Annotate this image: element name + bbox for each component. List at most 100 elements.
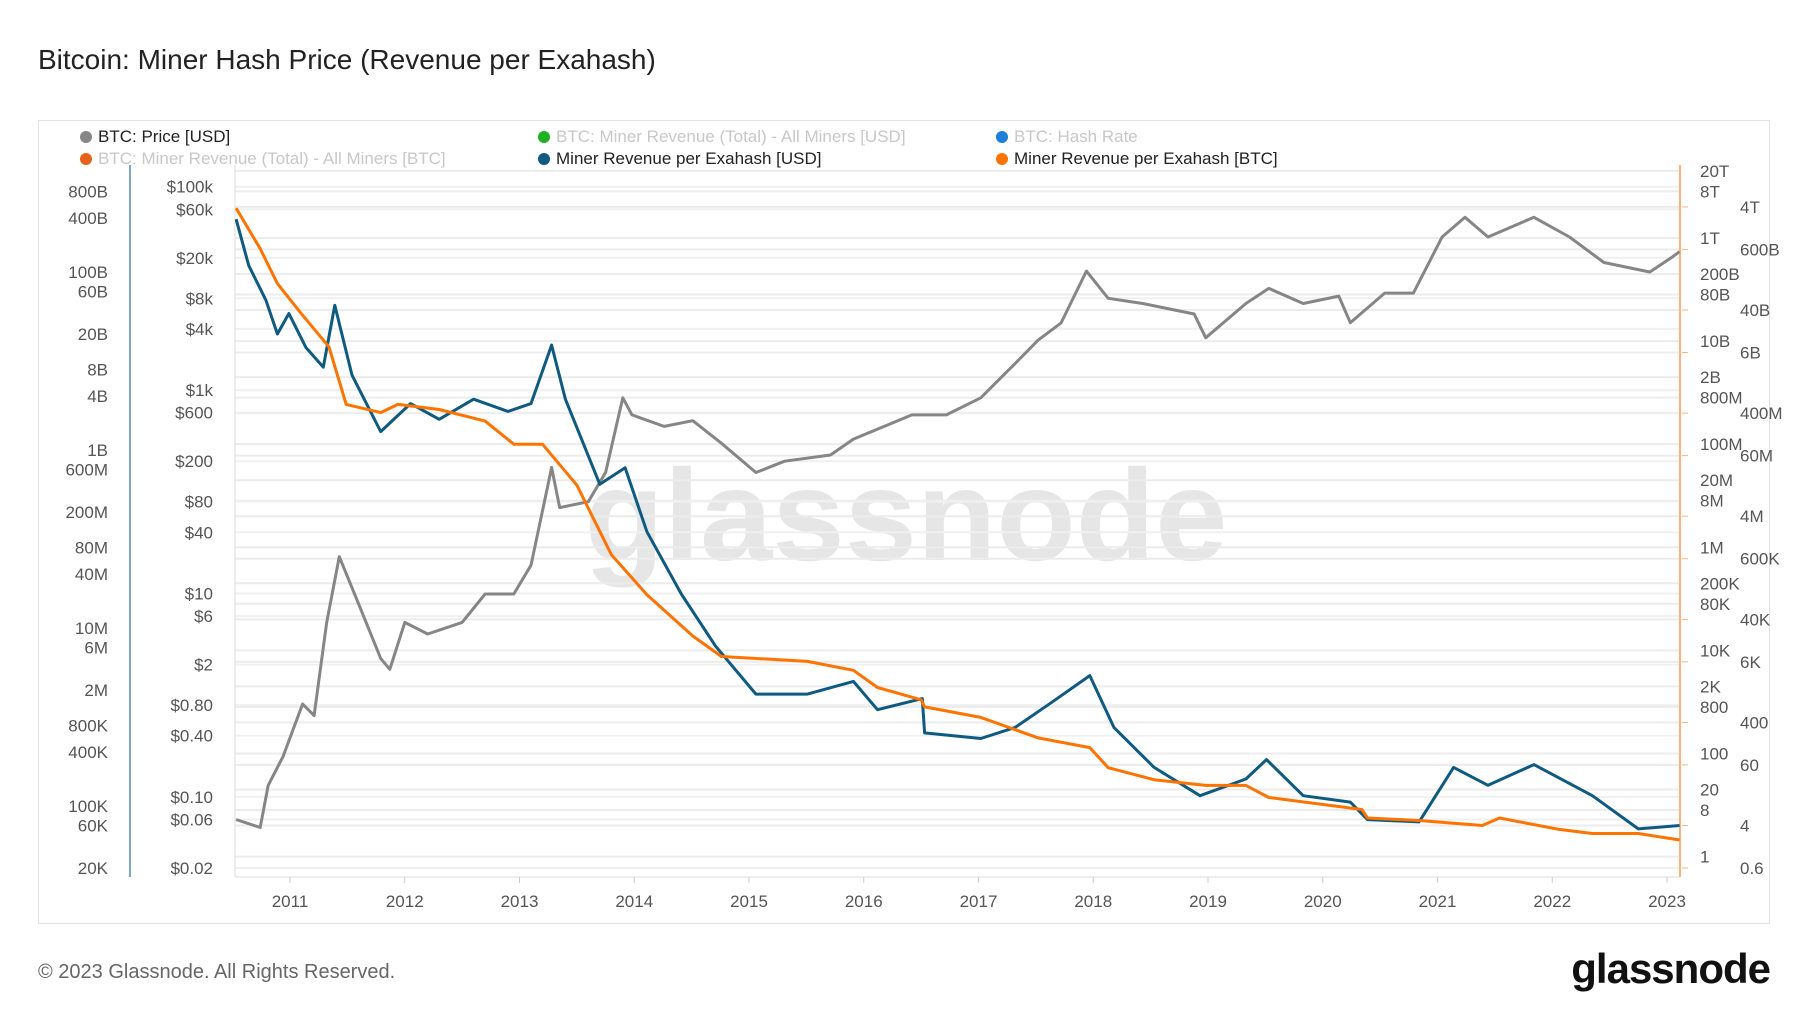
- left-tick-label: 20K: [78, 859, 109, 878]
- legend-dot-icon: [538, 153, 550, 165]
- right-tick-label: 10B: [1700, 332, 1730, 351]
- legend-dot-icon: [538, 131, 550, 143]
- legend-item[interactable]: BTC: Hash Rate: [996, 127, 1138, 147]
- left-tick-label: 800K: [68, 716, 108, 735]
- price-tick-label: $600: [175, 404, 213, 423]
- right-tick-label: 1T: [1700, 229, 1720, 248]
- legend-dot-icon: [996, 131, 1008, 143]
- left-tick-label: 400K: [68, 743, 108, 762]
- right-tick-label: 60: [1740, 756, 1759, 775]
- price-tick-label: $10: [185, 585, 213, 604]
- left-tick-label: 400B: [68, 209, 108, 228]
- legend-dot-icon: [996, 153, 1008, 165]
- right-tick-label: 0.6: [1740, 859, 1764, 878]
- x-tick-label: 2020: [1304, 892, 1342, 911]
- legend-item[interactable]: Miner Revenue per Exahash [USD]: [538, 149, 822, 169]
- x-tick-label: 2012: [386, 892, 424, 911]
- right-tick-label: 600B: [1740, 240, 1780, 259]
- left-tick-label: 1B: [87, 441, 108, 460]
- left-tick-label: 600M: [65, 461, 108, 480]
- right-tick-label: 800M: [1700, 389, 1743, 408]
- right-tick-label: 8T: [1700, 182, 1720, 201]
- price-tick-label: $100k: [167, 178, 214, 197]
- left-tick-label: 10M: [75, 619, 108, 638]
- legend-label: BTC: Miner Revenue (Total) - All Miners …: [98, 149, 446, 168]
- right-tick-label: 2K: [1700, 677, 1721, 696]
- right-tick-label: 8: [1700, 801, 1709, 820]
- legend-dot-icon: [80, 153, 92, 165]
- right-tick-label: 2B: [1700, 368, 1721, 387]
- legend-item[interactable]: Miner Revenue per Exahash [BTC]: [996, 149, 1278, 169]
- legend-label: BTC: Miner Revenue (Total) - All Miners …: [556, 127, 906, 146]
- left-tick-label: 4B: [87, 387, 108, 406]
- series-line-miner-revenue-per-exahash-btc-: [234, 207, 1680, 842]
- legend-label: BTC: Price [USD]: [98, 127, 231, 146]
- right-tick-label: 80B: [1700, 286, 1730, 305]
- price-tick-label: $60k: [176, 200, 213, 219]
- legend-item[interactable]: BTC: Miner Revenue (Total) - All Miners …: [538, 127, 906, 147]
- left-tick-label: 8B: [87, 360, 108, 379]
- x-tick-label: 2011: [272, 892, 309, 911]
- right-tick-label: 40B: [1740, 301, 1770, 320]
- right-tick-label: 6K: [1740, 653, 1761, 672]
- price-tick-label: $4k: [186, 320, 214, 339]
- price-tick-label: $1k: [186, 381, 214, 400]
- legend-label: Miner Revenue per Exahash [BTC]: [1014, 149, 1278, 168]
- right-tick-label: 100: [1700, 744, 1728, 763]
- left-tick-label: 100K: [68, 797, 108, 816]
- price-tick-label: $0.06: [170, 810, 213, 829]
- gridlines: [235, 169, 1680, 869]
- right-tick-label: 80K: [1700, 595, 1731, 614]
- right-tick-label: 4: [1740, 817, 1749, 836]
- right-tick-label: 400: [1740, 713, 1768, 732]
- price-tick-label: $6: [194, 607, 213, 626]
- price-tick-label: $0.02: [170, 859, 213, 878]
- right-tick-label: 10K: [1700, 641, 1731, 660]
- price-tick-label: $0.10: [170, 788, 213, 807]
- right-tick-label: 20T: [1700, 162, 1729, 181]
- price-tick-label: $0.40: [170, 727, 213, 746]
- right-tick-label: 20: [1700, 780, 1719, 799]
- glassnode-logo: glassnode: [1571, 945, 1771, 992]
- right-tick-label: 100M: [1700, 435, 1743, 454]
- right-tick-label: 400M: [1740, 404, 1783, 423]
- x-tick-label: 2014: [615, 892, 653, 911]
- x-tick-label: 2021: [1419, 892, 1457, 911]
- legend-label: BTC: Hash Rate: [1014, 127, 1138, 146]
- right-tick-label: 4M: [1740, 507, 1764, 526]
- left-tick-label: 20B: [78, 325, 108, 344]
- right-tick-label: 6B: [1740, 344, 1761, 363]
- price-tick-label: $0.80: [170, 696, 213, 715]
- right-tick-label: 800: [1700, 698, 1728, 717]
- chart-title: Bitcoin: Miner Hash Price (Revenue per E…: [38, 44, 656, 75]
- price-tick-label: $200: [175, 452, 213, 471]
- left-tick-label: 40M: [75, 565, 108, 584]
- left-tick-label: 80M: [75, 538, 108, 557]
- left-tick-label: 100B: [68, 263, 108, 282]
- right-tick-label: 200B: [1700, 265, 1740, 284]
- right-tick-label: 1M: [1700, 538, 1724, 557]
- axes: $100k $60k $20k $8k $4k $1k $600 $200 $80 $40 $10 $…: [65, 162, 1782, 911]
- left-tick-label: 800B: [68, 182, 108, 201]
- price-tick-label: $2: [194, 656, 213, 675]
- left-tick-label: 2M: [84, 681, 108, 700]
- legend-item[interactable]: BTC: Price [USD]: [80, 127, 230, 147]
- right-tick-label: 600K: [1740, 550, 1780, 569]
- left-tick-label: 60K: [78, 817, 109, 836]
- x-tick-label: 2022: [1533, 892, 1571, 911]
- x-tick-label: 2019: [1189, 892, 1227, 911]
- series-lines: [234, 207, 1681, 842]
- price-tick-label: $20k: [176, 249, 213, 268]
- right-tick-label: 1: [1700, 848, 1709, 867]
- right-tick-label: 8M: [1700, 492, 1724, 511]
- right-tick-label: 60M: [1740, 447, 1773, 466]
- price-tick-label: $8k: [186, 289, 214, 308]
- x-tick-label: 2016: [845, 892, 883, 911]
- right-tick-label: 20M: [1700, 471, 1733, 490]
- legend-item[interactable]: BTC: Miner Revenue (Total) - All Miners …: [80, 149, 446, 169]
- x-tick-label: 2015: [730, 892, 768, 911]
- price-tick-label: $40: [185, 523, 213, 542]
- right-tick-label: 200K: [1700, 574, 1740, 593]
- left-tick-label: 6M: [84, 639, 108, 658]
